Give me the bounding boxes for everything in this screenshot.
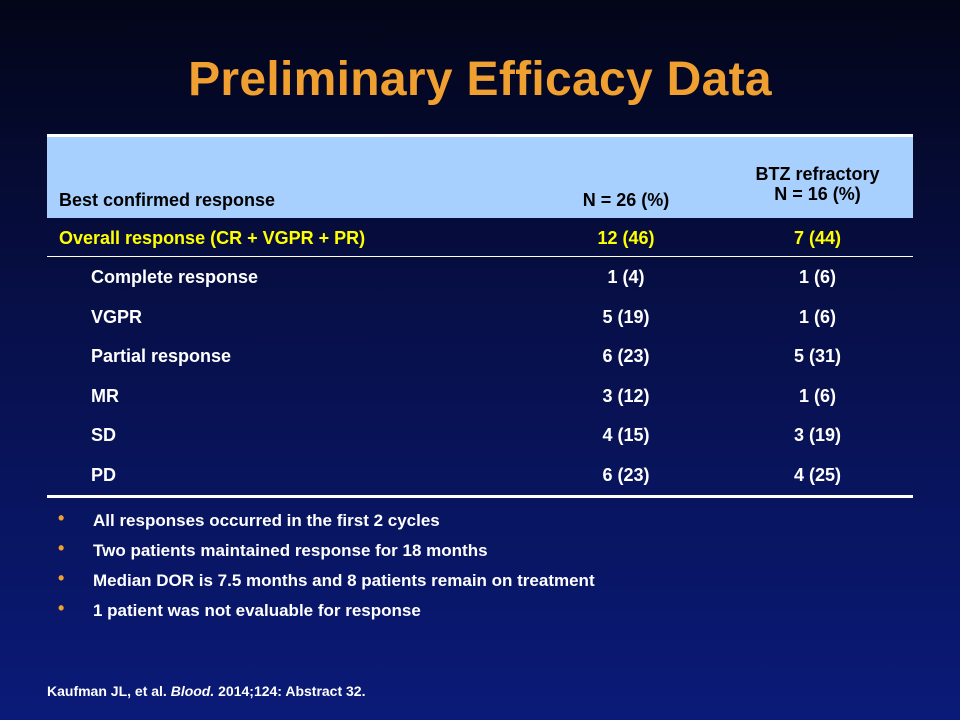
bullet-dot-icon: • — [58, 598, 65, 618]
header-btz-line2: N = 16 (%) — [774, 184, 861, 204]
row-n26: 5 (19) — [602, 306, 650, 327]
row-n26: 6 (23) — [602, 346, 650, 366]
table-bottom-rule — [47, 495, 913, 498]
bullet-item: • 1 patient was not evaluable for respons… — [58, 598, 918, 628]
row-btz: 1 (6) — [798, 267, 836, 287]
citation-rest: 2014;124: Abstract 32. — [214, 683, 366, 699]
bullet-dot-icon: • — [58, 568, 65, 588]
overall-n26: 12 (46) — [597, 228, 655, 248]
row-label: Complete response — [91, 267, 259, 287]
bullet-dot-icon: • — [58, 538, 65, 558]
bullet-text: 1 patient was not evaluable for response — [93, 601, 421, 620]
row-btz: 3 (19) — [793, 425, 842, 445]
row-btz: 5 (31) — [793, 346, 842, 366]
row-n26: 6 (23) — [602, 464, 650, 485]
overall-response-row: Overall response (CR + VGPR + PR) 12 (46… — [47, 218, 913, 257]
bullet-item: • Median DOR is 7.5 months and 8 patients… — [58, 568, 918, 598]
efficacy-table: Best confirmed response N = 26 (%) BTZ r… — [47, 134, 913, 498]
table-row: MR 3 (12) 1 (6) — [47, 376, 913, 416]
slide-title: Preliminary Efficacy Data — [188, 53, 772, 106]
row-label: MR — [91, 385, 119, 406]
bullet-list: • All responses occurred in the first 2 c… — [58, 508, 918, 628]
row-btz: 4 (25) — [793, 464, 842, 485]
row-label: SD — [91, 425, 117, 445]
overall-label: Overall response (CR + VGPR + PR) — [59, 228, 366, 248]
row-label: Partial response — [91, 346, 232, 366]
table-row: Complete response 1 (4) 1 (6) — [47, 257, 913, 297]
bullet-text: Median DOR is 7.5 months and 8 patients … — [93, 571, 595, 590]
bullet-item: • All responses occurred in the first 2 c… — [58, 508, 918, 538]
bullet-text: All responses occurred in the first 2 cy… — [93, 511, 440, 530]
table-top-rule — [47, 134, 913, 137]
row-n26: 3 (12) — [602, 385, 650, 406]
row-btz: 1 (6) — [798, 385, 836, 406]
citation-authors: Kaufman JL, et al. — [47, 683, 171, 699]
row-btz: 1 (6) — [798, 306, 836, 327]
row-label: PD — [91, 464, 117, 485]
table-body: Complete response 1 (4) 1 (6) VGPR 5 (19) 1 (… — [47, 257, 913, 494]
row-n26: 4 (15) — [602, 425, 650, 445]
citation-journal: Blood. — [170, 683, 215, 699]
table-row: SD 4 (15) 3 (19) — [47, 415, 913, 455]
bullet-text: Two patients maintained response for 18 … — [93, 541, 488, 560]
overall-btz: 7 (44) — [793, 228, 842, 248]
row-n26: 1 (4) — [607, 267, 645, 287]
table-header: Best confirmed response N = 26 (%) BTZ r… — [47, 137, 913, 218]
header-btz-refractory: BTZ refractory N = 16 (%) — [735, 164, 900, 204]
header-btz-line1: BTZ refractory — [755, 164, 880, 184]
citation: Kaufman JL, et al. Blood. 2014;124: Abst… — [47, 683, 365, 699]
header-n26: N = 26 (%) — [582, 190, 670, 210]
bullet-dot-icon: • — [58, 508, 65, 528]
bullet-item: • Two patients maintained response for 18… — [58, 538, 918, 568]
row-label: VGPR — [91, 306, 143, 327]
header-best-response: Best confirmed response — [59, 190, 276, 210]
table-row: Partial response 6 (23) 5 (31) — [47, 336, 913, 376]
table-row: VGPR 5 (19) 1 (6) — [47, 297, 913, 337]
table-row: PD 6 (23) 4 (25) — [47, 455, 913, 495]
